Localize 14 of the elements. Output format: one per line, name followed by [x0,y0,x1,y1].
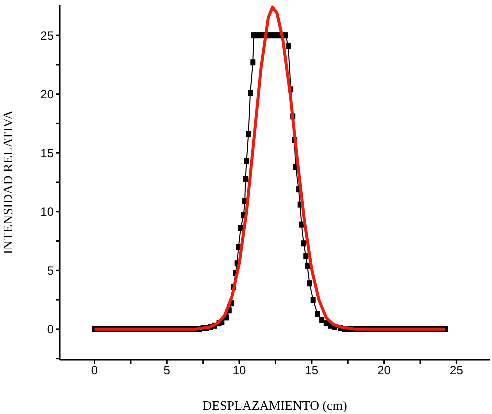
y-tick-label: 5 [47,264,54,278]
y-tick-label: 15 [40,146,54,160]
x-tick-label: 10 [232,364,247,378]
x-tick-label: 15 [305,364,319,378]
y-tick-label: 0 [47,322,54,337]
y-tick-label: 10 [40,205,54,220]
y-tick-label: 25 [40,28,54,43]
x-tick-label: 25 [450,364,464,378]
x-axis-title: DESPLAZAMIENTO (cm) [202,398,348,413]
y-tick-label: 20 [40,88,54,102]
y-axis-title: INTENSIDAD RELATIVA [0,110,16,254]
x-tick-label: 20 [378,364,392,378]
x-tick-label: 0 [91,364,98,378]
x-tick-label: 5 [164,364,171,378]
